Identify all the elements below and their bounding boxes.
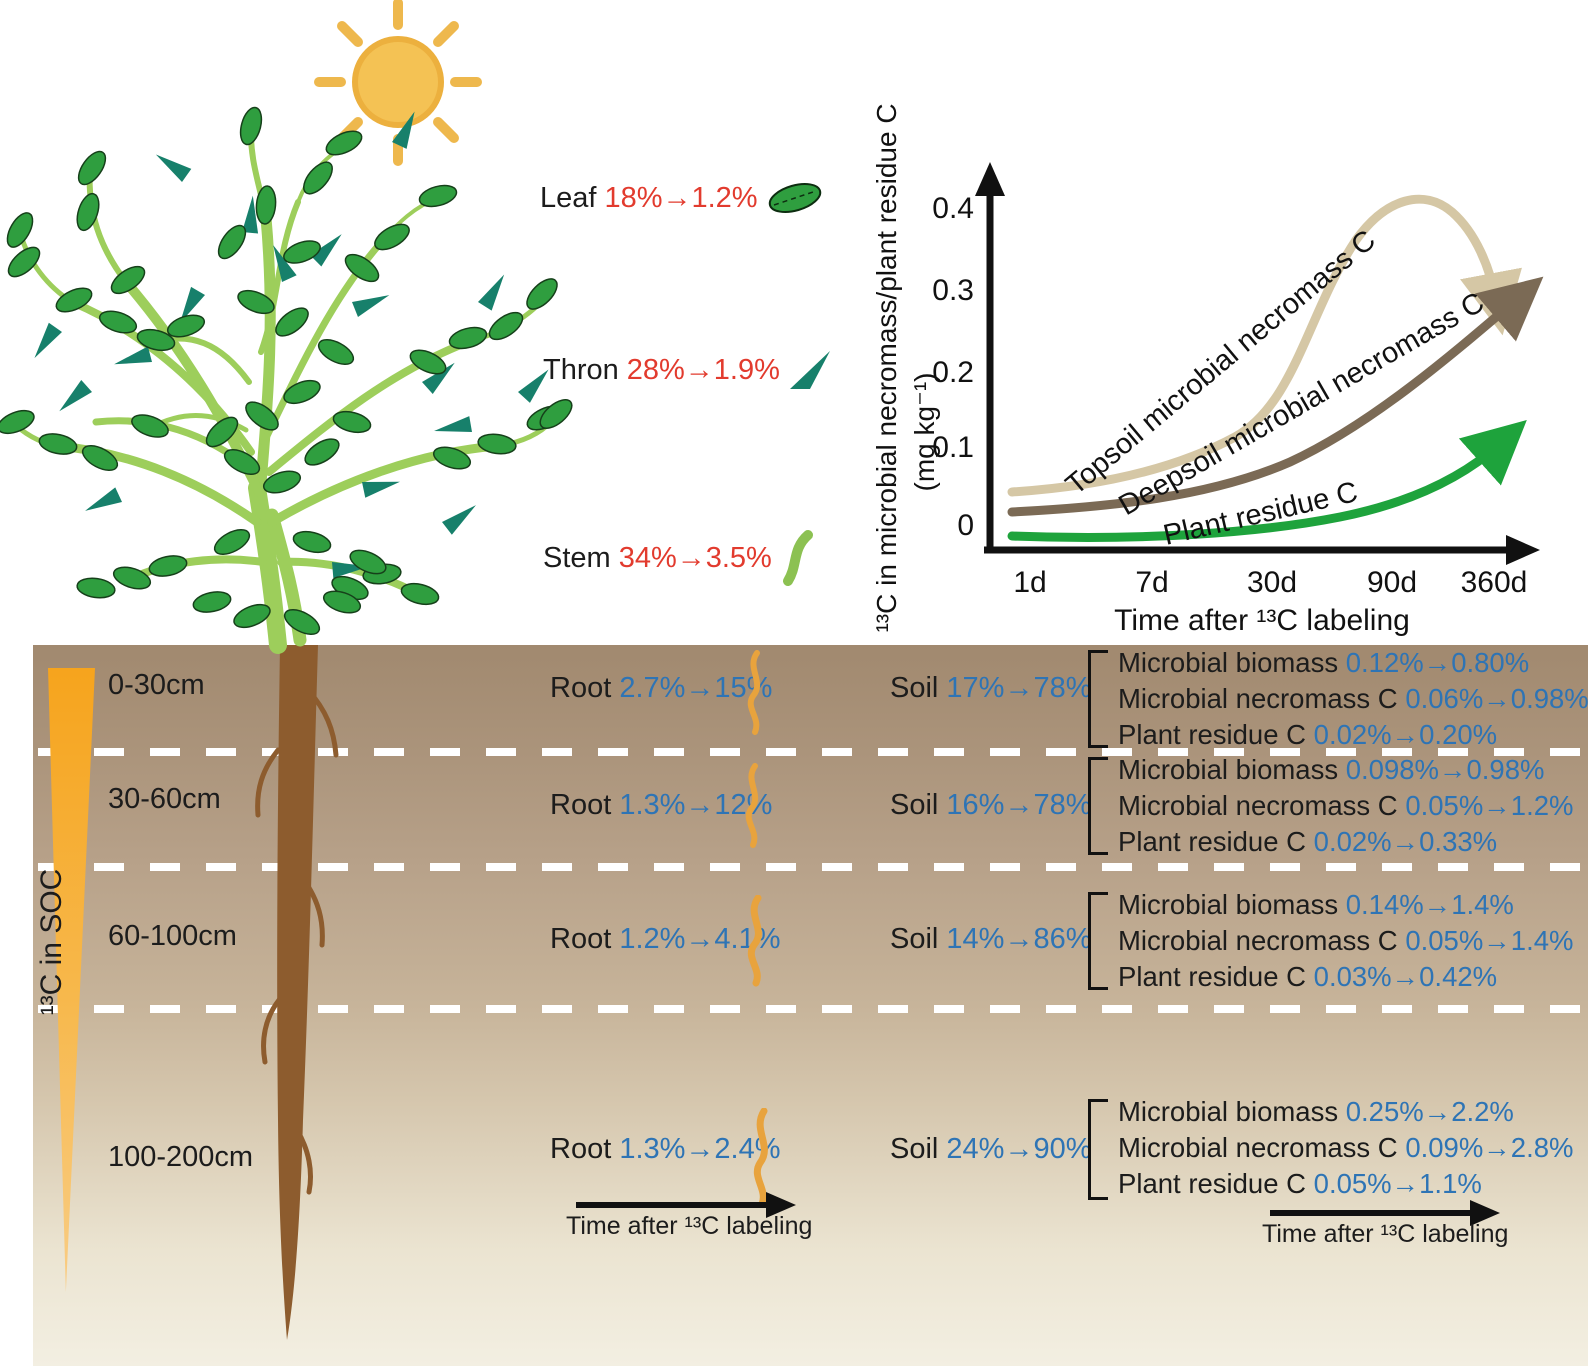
- time-arrow-right-label: Time after ¹³C labeling: [1262, 1220, 1509, 1248]
- root-line-4: Root 1.3%→2.4%: [550, 1133, 781, 1165]
- plant-residue-curve-label: Plant residue C: [1160, 476, 1360, 552]
- leaf-label-value: 18%→1.2%: [604, 181, 758, 214]
- plant-residue-curve: [1007, 420, 1527, 542]
- stem-label: Stem 34%→3.5%: [543, 529, 814, 587]
- deepsoil-necromass-curve: [1007, 276, 1544, 517]
- root-squiggle-icon-3: [747, 895, 762, 987]
- soil-line-4: Soil 24%→90%: [890, 1133, 1092, 1165]
- x-tick-labels: 1d 7d 30d 90d 360d: [1013, 566, 1527, 599]
- depth-label-2: 30-60cm: [108, 783, 221, 815]
- time-arrow-left-label: Time after ¹³C labeling: [566, 1212, 813, 1240]
- stats-bracket-4: [1088, 1099, 1108, 1200]
- soil-boundary-line-3: [38, 1005, 1588, 1013]
- root-line-2: Root 1.3%→12%: [550, 789, 773, 821]
- depth-label-1: 0-30cm: [108, 669, 205, 701]
- root-line-3: Root 1.2%→4.1%: [550, 923, 781, 955]
- soil-line-3: Soil 14%→86%: [890, 923, 1092, 955]
- chart-axes: [984, 184, 1512, 554]
- soil-line-1: Soil 17%→78%: [890, 672, 1092, 704]
- plant-foliage: [0, 106, 573, 635]
- plant-thorns: [34, 111, 549, 579]
- root-squiggle-icon-4: [753, 1108, 768, 1208]
- svg-text:1d: 1d: [1013, 566, 1046, 599]
- taproot-illustration: [255, 645, 339, 1340]
- root-line-1: Root 2.7%→15%: [550, 672, 773, 704]
- chart-y-axis-label-line2: (mg kg⁻¹): [909, 373, 940, 492]
- leaf-label-name: Leaf: [540, 181, 597, 214]
- necromass-chart: ¹³C in microbial necromass/plant residue…: [871, 103, 1544, 637]
- time-arrow-right: [1270, 1200, 1500, 1226]
- plant-illustration: [0, 106, 573, 654]
- root-branches: [255, 687, 339, 1195]
- svg-text:0.2: 0.2: [932, 356, 974, 389]
- stats-bracket-3: [1088, 892, 1108, 990]
- y-tick-labels: 0.4 0.3 0.2 0.1 0: [932, 192, 974, 542]
- sun-icon: [314, 0, 482, 166]
- svg-text:0: 0: [957, 509, 974, 542]
- root-squiggle-icon-2: [745, 763, 759, 848]
- stats-block-2: Microbial biomass 0.098%→0.98% Microbial…: [1118, 754, 1574, 857]
- stats-block-3: Microbial biomass 0.14%→1.4% Microbial n…: [1118, 889, 1574, 992]
- svg-text:30d: 30d: [1247, 566, 1297, 599]
- stem-label-name: Stem: [543, 541, 611, 574]
- leaf-label: Leaf 18%→1.2%: [540, 180, 824, 216]
- stats-bracket-1: [1088, 650, 1108, 748]
- leaf-icon: [768, 183, 821, 213]
- thorn-label-value: 28%→1.9%: [626, 353, 780, 386]
- chart-y-axis-label-line1: ¹³C in microbial necromass/plant residue…: [871, 103, 902, 632]
- soil-boundary-line-2: [38, 863, 1588, 871]
- depth-label-4: 100-200cm: [108, 1141, 254, 1173]
- stats-bracket-2: [1088, 757, 1108, 855]
- soil-line-2: Soil 16%→78%: [890, 789, 1092, 821]
- stats-block-1: Microbial biomass 0.12%→0.80% Microbial …: [1118, 647, 1588, 750]
- svg-text:90d: 90d: [1367, 566, 1417, 599]
- y-axis-arrowhead: [975, 162, 1005, 196]
- svg-text:0.4: 0.4: [932, 192, 974, 225]
- svg-text:360d: 360d: [1461, 566, 1528, 599]
- thorn-label-name: Thron: [543, 353, 619, 386]
- stem-label-value: 34%→3.5%: [618, 541, 772, 574]
- time-arrow-left: [576, 1192, 796, 1218]
- x-axis-arrowhead: [1506, 535, 1540, 565]
- depth-label-3: 60-100cm: [108, 920, 237, 952]
- stem-icon: [782, 530, 813, 586]
- root-squiggle-icon-1: [747, 650, 761, 735]
- topsoil-necromass-curve: [1007, 194, 1522, 497]
- chart-x-axis-label: Time after ¹³C labeling: [1114, 604, 1410, 637]
- soil-boundary-line-1: [38, 748, 1588, 756]
- thorn-icon: [789, 351, 830, 389]
- svg-text:0.1: 0.1: [932, 431, 974, 464]
- svg-text:7d: 7d: [1135, 566, 1168, 599]
- svg-text:0.3: 0.3: [932, 274, 974, 307]
- stats-block-4: Microbial biomass 0.25%→2.2% Microbial n…: [1118, 1096, 1574, 1199]
- thorn-label: Thron 28%→1.9%: [543, 349, 832, 391]
